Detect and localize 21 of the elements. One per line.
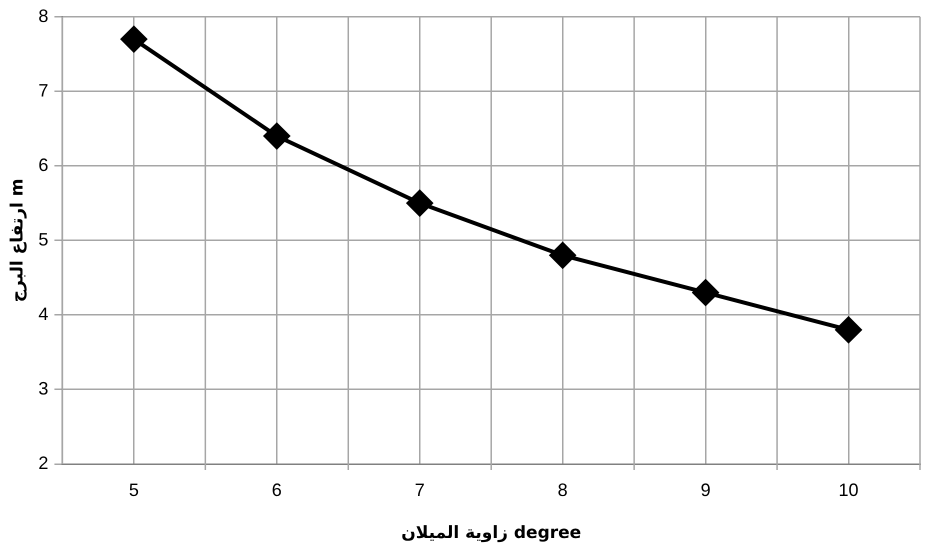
point bbox=[264, 123, 290, 150]
x-tick-label: 10 bbox=[838, 480, 859, 500]
y-tick-label: 4 bbox=[38, 304, 48, 324]
y-tick-label: 6 bbox=[38, 154, 48, 175]
y-tick-label: 5 bbox=[38, 229, 48, 250]
point bbox=[120, 26, 147, 52]
x-tick-label: 6 bbox=[272, 480, 282, 500]
point bbox=[836, 316, 862, 343]
y-tick-label: 7 bbox=[38, 80, 48, 100]
x-tick-label: 5 bbox=[128, 480, 139, 500]
x-tick-label: 9 bbox=[700, 480, 711, 500]
y-tick-label: 3 bbox=[38, 378, 48, 398]
point bbox=[692, 280, 719, 306]
x-tick-label: 8 bbox=[558, 480, 568, 500]
y-axis-title: ارتفاع البرج m bbox=[8, 178, 28, 302]
point bbox=[406, 190, 433, 216]
y-tick-label: 2 bbox=[38, 452, 48, 473]
x-tick-label: 7 bbox=[414, 480, 425, 500]
x-axis-title: زاوية الميلان degree bbox=[401, 523, 582, 544]
point bbox=[550, 242, 576, 268]
y-tick-label: 8 bbox=[38, 6, 48, 26]
